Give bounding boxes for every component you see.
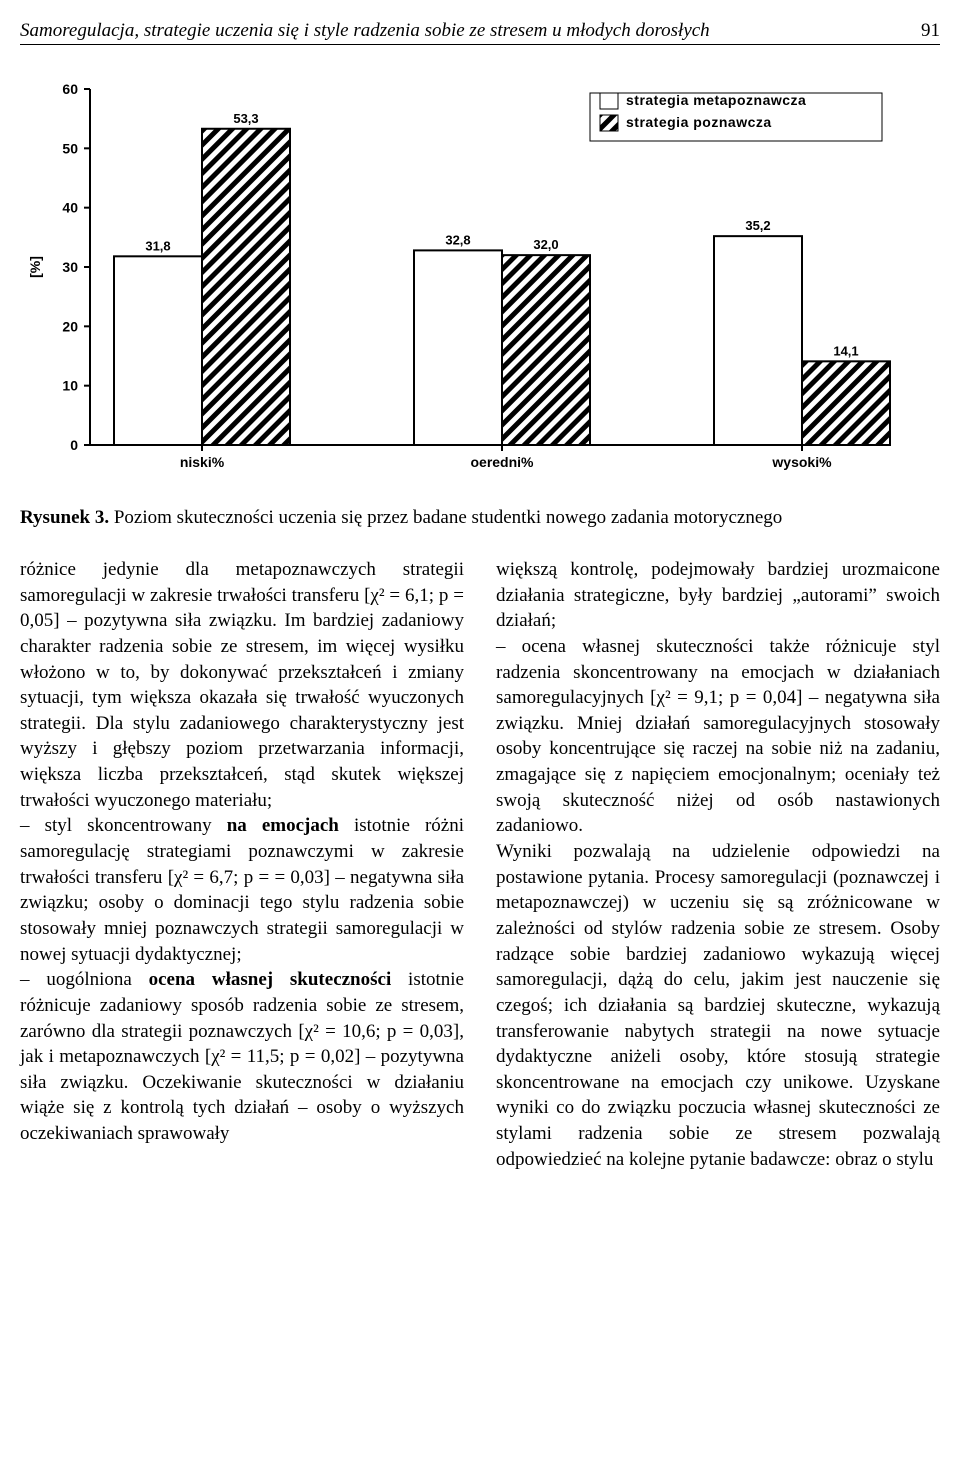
svg-text:32,0: 32,0 <box>533 237 558 252</box>
bar-metapoznawcza-2 <box>714 236 802 445</box>
svg-text:14,1: 14,1 <box>833 343 858 358</box>
svg-text:31,8: 31,8 <box>145 238 170 253</box>
bar-poznawcza-1 <box>502 255 590 445</box>
svg-text:strategia metapoznawcza: strategia metapoznawcza <box>626 92 806 108</box>
bar-poznawcza-0 <box>202 129 290 445</box>
svg-text:niski%: niski% <box>180 454 225 470</box>
svg-text:50: 50 <box>62 140 78 156</box>
running-head-title: Samoregulacja, strategie uczenia się i s… <box>20 20 710 42</box>
svg-text:10: 10 <box>62 378 78 394</box>
svg-text:35,2: 35,2 <box>745 218 770 233</box>
svg-text:oeredni%: oeredni% <box>470 454 534 470</box>
figure-caption: Rysunek 3. Poziom skuteczności uczenia s… <box>20 507 940 529</box>
figure-caption-text: Poziom skuteczności uczenia się przez ba… <box>109 507 782 528</box>
svg-text:30: 30 <box>62 259 78 275</box>
svg-text:0: 0 <box>70 437 78 453</box>
svg-text:wysoki%: wysoki% <box>771 454 832 470</box>
body-column-left: różnice jedynie dla metapoznawczych stra… <box>20 557 464 1147</box>
bar-metapoznawcza-1 <box>414 250 502 445</box>
bar-poznawcza-2 <box>802 361 890 445</box>
svg-text:32,8: 32,8 <box>445 232 470 247</box>
svg-text:53,3: 53,3 <box>233 111 258 126</box>
svg-text:40: 40 <box>62 200 78 216</box>
figure-caption-label: Rysunek 3. <box>20 507 109 528</box>
body-columns: różnice jedynie dla metapoznawczych stra… <box>20 557 940 1172</box>
bar-metapoznawcza-0 <box>114 256 202 445</box>
svg-text:[%]: [%] <box>27 256 43 278</box>
svg-text:60: 60 <box>62 81 78 97</box>
bar-chart-svg: 0 10 20 30 40 50 60 [%] 31,8 53,3 niski% 32,8 32,0 oe… <box>20 69 900 489</box>
page-number: 91 <box>921 20 940 42</box>
svg-text:strategia poznawcza: strategia poznawcza <box>626 114 772 130</box>
svg-text:20: 20 <box>62 318 78 334</box>
body-column-right: większą kontrolę, podejmowały bardziej u… <box>496 557 940 1172</box>
running-head: Samoregulacja, strategie uczenia się i s… <box>20 20 940 45</box>
bar-chart: 0 10 20 30 40 50 60 [%] 31,8 53,3 niski% 32,8 32,0 oe… <box>20 69 940 489</box>
